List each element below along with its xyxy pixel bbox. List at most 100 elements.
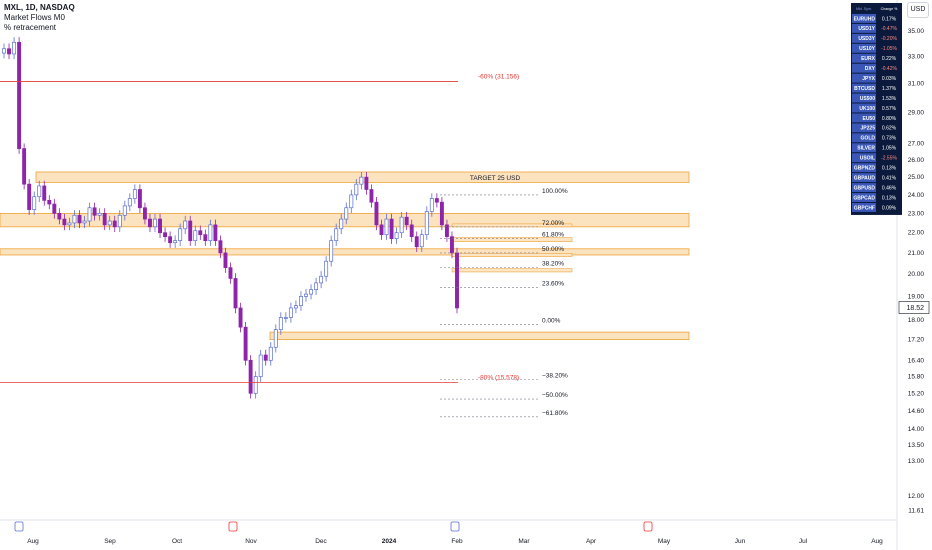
time-tick: Feb [451, 538, 463, 545]
watchlist-change: 1.37% [882, 86, 897, 92]
watchlist-symbol: BTCUSD [854, 86, 875, 92]
candle-body [369, 189, 374, 203]
candle-body [339, 218, 344, 230]
watchlist-symbol-cell [852, 113, 876, 123]
time-tick: Oct [172, 538, 182, 545]
candle-body [183, 220, 188, 230]
watchlist-symbol: DXY [865, 66, 876, 72]
watchlist-panel[interactable]: Mkt. Sym. Change % EURUHD 0.17% USD1Y -0.47% U… [851, 3, 902, 215]
watchlist-symbol-cell [852, 23, 876, 33]
watchlist-change: -0.42% [881, 66, 897, 72]
earnings-marker [643, 521, 653, 532]
time-tick: May [658, 538, 671, 545]
price-tick: 12.00 [908, 493, 925, 500]
retracement-box [451, 268, 573, 273]
time-tick: Jul [799, 538, 808, 545]
symbol-title[interactable]: MXL, 1D, NASDAQ [4, 3, 75, 12]
candle-body [203, 234, 208, 242]
price-tick: 15.20 [908, 390, 925, 397]
candle-body [122, 205, 127, 216]
watchlist-change: 0.22% [882, 56, 897, 62]
candle-body [439, 201, 444, 226]
watchlist-symbol-cell [852, 93, 876, 103]
watchlist-change: 0.62% [882, 126, 897, 132]
chart-legend: MXL, 1D, NASDAQ Market Flows M0 % retrac… [4, 3, 75, 33]
candle-body [329, 240, 334, 262]
watchlist-change: -2.55% [881, 156, 897, 162]
candle-body [409, 224, 414, 238]
candle-body [414, 236, 419, 248]
watchlist-change: 0.57% [882, 106, 897, 112]
earnings-marker [228, 521, 238, 532]
watchlist-symbol-cell [852, 203, 876, 212]
earnings-marker [14, 521, 24, 532]
watchlist-change: 0.41% [882, 175, 897, 181]
time-tick: Jun [735, 538, 746, 545]
candle-body [253, 376, 258, 394]
current-price-marker [898, 301, 930, 314]
candle-body [37, 185, 42, 198]
candle-body [32, 196, 37, 210]
watchlist-symbol: GBPCHF [854, 205, 875, 211]
candle-body [87, 207, 92, 222]
candle-body [7, 48, 11, 55]
time-tick: Nov [245, 538, 257, 545]
watchlist-change: -1.05% [881, 46, 897, 52]
retracement-label: 38.20% [542, 261, 564, 268]
candle-body [153, 218, 157, 228]
candle-body [268, 346, 273, 361]
candle-body [52, 203, 57, 214]
retracement-label: 23.60% [542, 280, 564, 287]
zone-rect [269, 331, 690, 341]
watchlist-symbol-cell [852, 143, 876, 153]
candle-body [334, 228, 339, 242]
indicator-retracement[interactable]: % retracement [4, 23, 57, 32]
candle-body [62, 218, 67, 226]
candle-body [92, 207, 97, 216]
candle-body [319, 275, 324, 284]
candle-body [97, 213, 102, 216]
candle-body [389, 218, 394, 240]
watchlist-symbol-cell [852, 153, 876, 163]
indicator-market-flows[interactable]: Market Flows M0 [4, 13, 65, 22]
watchlist-symbol-cell [852, 63, 876, 73]
candle-body [304, 293, 308, 297]
candle-body [288, 307, 293, 318]
candle-body [248, 359, 253, 394]
candle-body [193, 230, 198, 242]
candle-body [314, 282, 319, 290]
time-tick: Aug [27, 538, 39, 545]
watchlist-change: 0.03% [882, 76, 897, 82]
price-tick: 18.00 [908, 317, 925, 324]
candle-body [359, 176, 364, 185]
watchlist-symbol-cell [852, 173, 876, 183]
target-label: -60% (31.156) [478, 74, 519, 81]
candle-body [2, 48, 6, 54]
candle-body [429, 198, 434, 212]
time-tick: Sep [104, 538, 116, 545]
time-axis[interactable]: Aug Sep Oct Nov Dec 2024 Feb Mar Apr May Jun Jul Aug [14, 521, 883, 545]
watchlist-symbol-cell [852, 13, 876, 23]
candle-body [213, 224, 218, 242]
currency-button[interactable]: USD [907, 2, 929, 18]
candle-body [444, 224, 449, 238]
candle-body [67, 222, 72, 226]
price-tick: 24.00 [908, 192, 925, 199]
candle-body [384, 218, 389, 236]
retracement-label: −61.80% [542, 410, 568, 417]
candlestick-series [2, 37, 459, 399]
candle-body [354, 183, 359, 196]
watchlist-symbol-cell [852, 123, 876, 133]
watchlist-symbol-cell [852, 33, 876, 43]
candle-body [228, 267, 233, 279]
candle-body [344, 207, 349, 220]
price-tick: 14.00 [908, 426, 925, 433]
retracement-label: 72.00% [542, 220, 564, 227]
candle-body [278, 317, 283, 330]
retracement-label: 0.00% [542, 318, 561, 325]
price-axis[interactable]: 35.00 33.00 31.00 29.00 27.00 26.00 25.00 24.00… [898, 28, 930, 514]
candle-body [117, 214, 122, 228]
candle-body [450, 236, 454, 254]
watchlist-header: Mkt. Sym. [856, 7, 872, 11]
